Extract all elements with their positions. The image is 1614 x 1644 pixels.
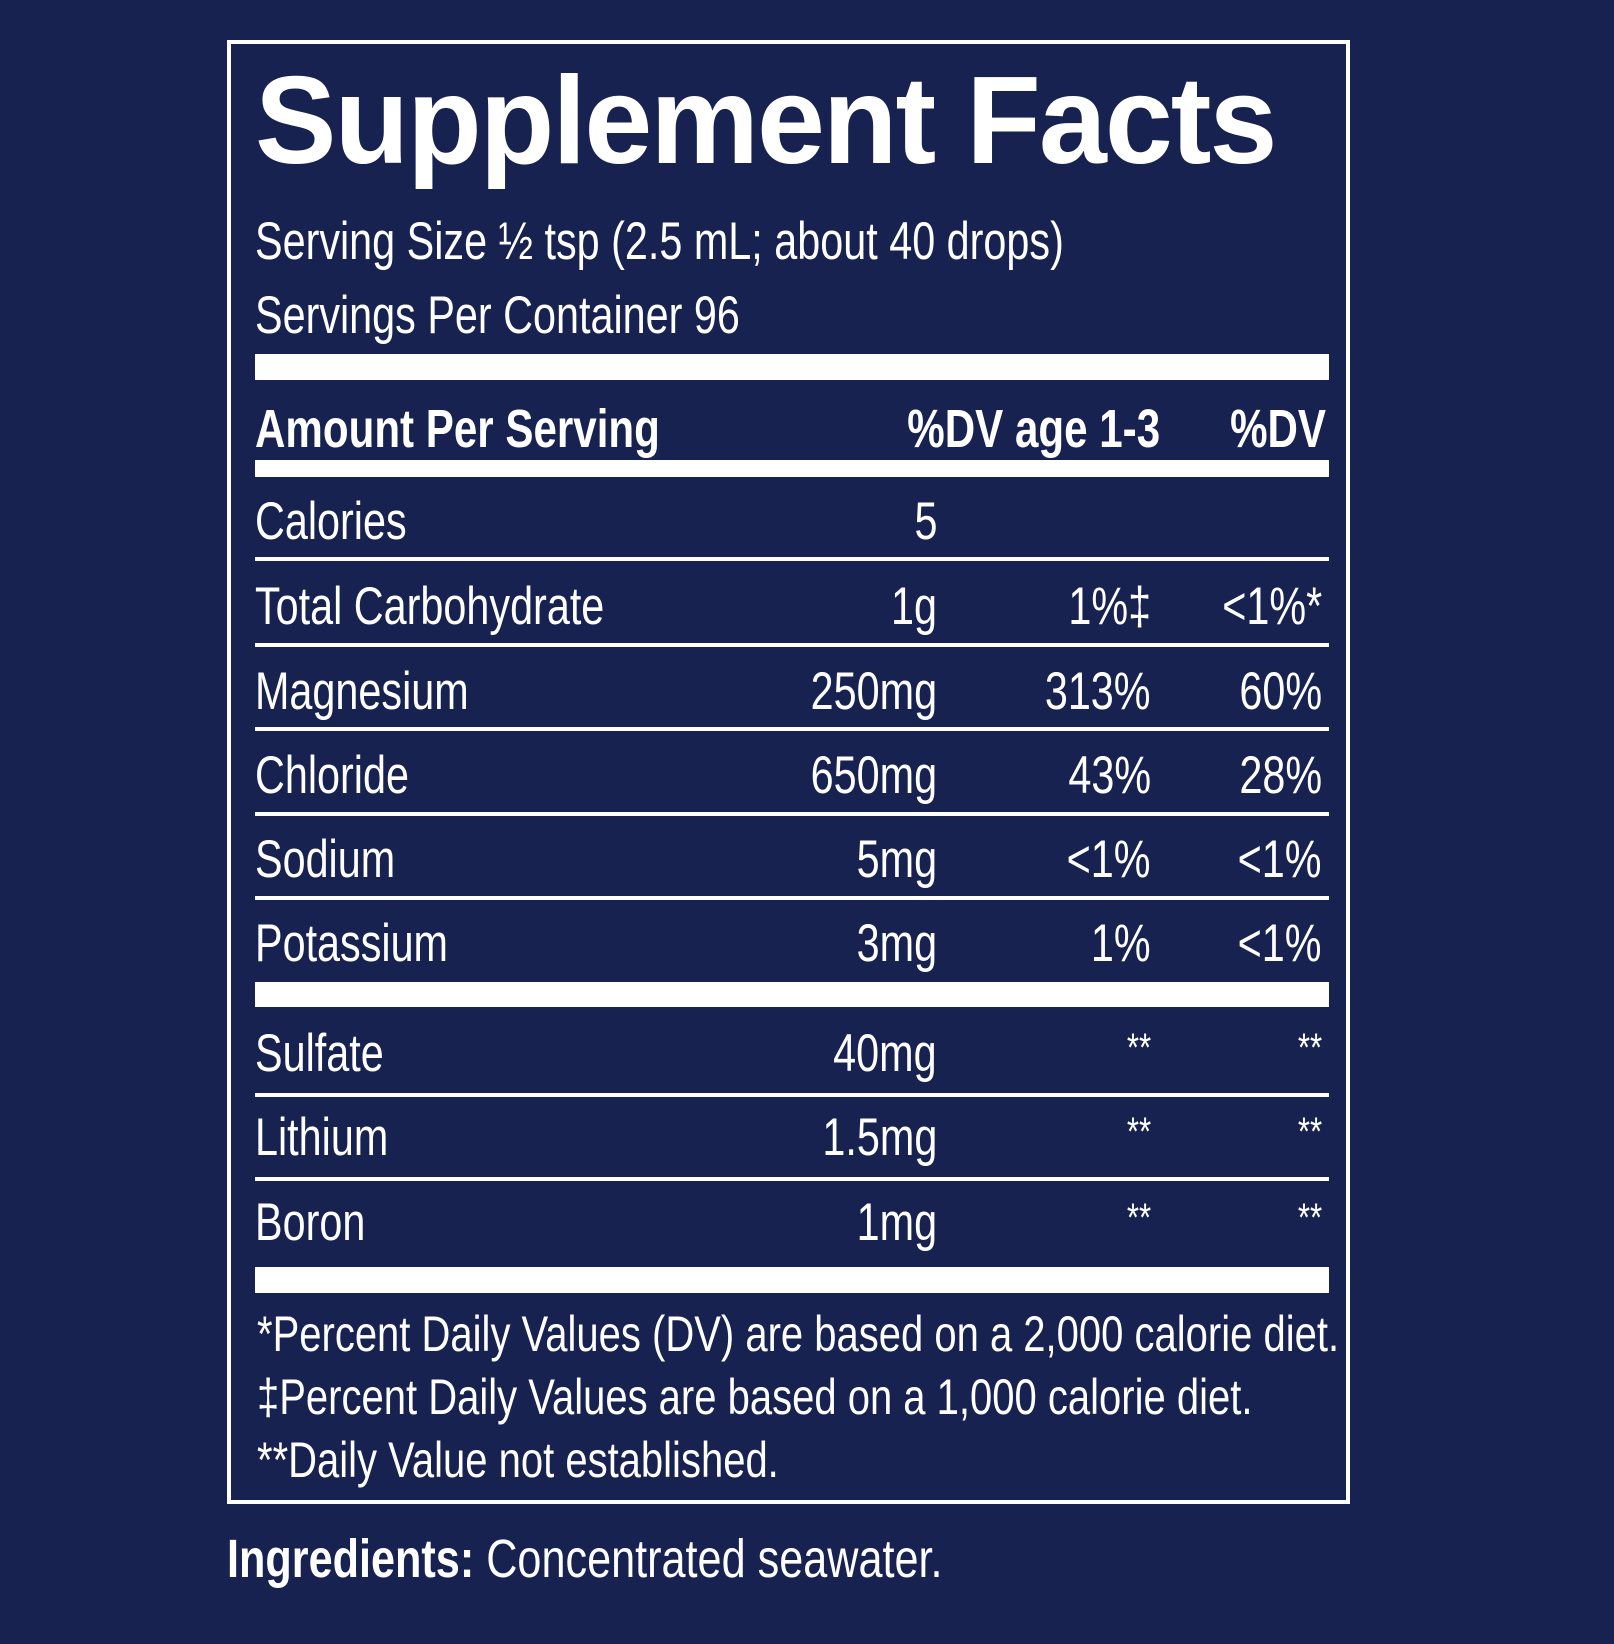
footnote-dv-not-established: **Daily Value not established. (257, 1432, 779, 1488)
nutrient-dv: ** (1297, 1196, 1322, 1240)
nutrient-name: Total Carbohydrate (255, 577, 605, 636)
nutrient-dv: <1% (1238, 830, 1322, 889)
nutrient-dv-age-1-3: 313% (1045, 662, 1151, 721)
nutrient-amount: 250mg (810, 662, 937, 721)
header-amount-per-serving: Amount Per Serving (255, 399, 660, 459)
nutrient-dv: ** (1297, 1110, 1322, 1154)
nutrient-amount: 3mg (856, 914, 937, 973)
nutrient-amount: 1g (891, 577, 937, 636)
nutrient-amount: 650mg (810, 746, 937, 805)
nutrient-amount: 1.5mg (822, 1108, 937, 1167)
divider-thin (255, 557, 1329, 561)
nutrient-amount: 1mg (856, 1193, 937, 1252)
divider-thick (255, 354, 1329, 380)
nutrient-amount: 5 (914, 492, 937, 551)
divider-medium (255, 460, 1329, 477)
servings-per-container: Servings Per Container 96 (255, 286, 740, 345)
nutrient-dv: 60% (1239, 662, 1322, 721)
nutrient-dv-age-1-3: ** (1126, 1110, 1151, 1154)
divider-thin (255, 727, 1329, 731)
nutrient-dv: 28% (1239, 746, 1322, 805)
divider-thin (255, 1093, 1329, 1097)
nutrient-name: Magnesium (255, 662, 469, 721)
nutrient-dv-age-1-3: 43% (1068, 746, 1151, 805)
ingredients-label: Ingredients: (227, 1529, 475, 1589)
divider-thick (255, 982, 1329, 1007)
header-dv-age-1-3: %DV age 1-3 (907, 399, 1160, 459)
divider-thick (255, 1267, 1329, 1293)
nutrient-dv-age-1-3: 1% (1091, 914, 1151, 973)
nutrient-amount: 5mg (856, 830, 937, 889)
footnote-dv-1000: ‡Percent Daily Values are based on a 1,0… (257, 1369, 1253, 1425)
nutrient-name: Calories (255, 492, 407, 551)
nutrient-name: Chloride (255, 746, 409, 805)
nutrient-dv-age-1-3: ** (1126, 1196, 1151, 1240)
nutrient-name: Lithium (255, 1108, 389, 1167)
nutrient-name: Sulfate (255, 1024, 384, 1083)
ingredients-statement: Ingredients: Concentrated seawater. (227, 1528, 943, 1590)
panel-title: Supplement Facts (255, 52, 1277, 190)
divider-thin (255, 812, 1329, 816)
nutrient-amount: 40mg (833, 1024, 937, 1083)
divider-thin (255, 1177, 1329, 1181)
divider-thin (255, 896, 1329, 900)
nutrient-name: Potassium (255, 914, 449, 973)
serving-size: Serving Size ½ tsp (2.5 mL; about 40 dro… (255, 212, 1064, 271)
nutrient-dv-age-1-3: <1% (1067, 830, 1151, 889)
ingredients-text: Concentrated seawater. (474, 1529, 943, 1589)
footnote-dv-2000: *Percent Daily Values (DV) are based on … (257, 1306, 1340, 1362)
divider-thin (255, 643, 1329, 647)
nutrient-dv: ** (1297, 1026, 1322, 1070)
nutrient-dv-age-1-3: 1%‡ (1068, 577, 1151, 636)
nutrient-dv-age-1-3: ** (1126, 1026, 1151, 1070)
header-dv: %DV (1230, 399, 1326, 459)
supplement-facts-panel: Supplement Facts Serving Size ½ tsp (2.5… (227, 40, 1350, 1504)
nutrient-name: Boron (255, 1193, 366, 1252)
nutrient-dv: <1%* (1222, 577, 1322, 636)
nutrient-dv: <1% (1238, 914, 1322, 973)
nutrient-name: Sodium (255, 830, 396, 889)
